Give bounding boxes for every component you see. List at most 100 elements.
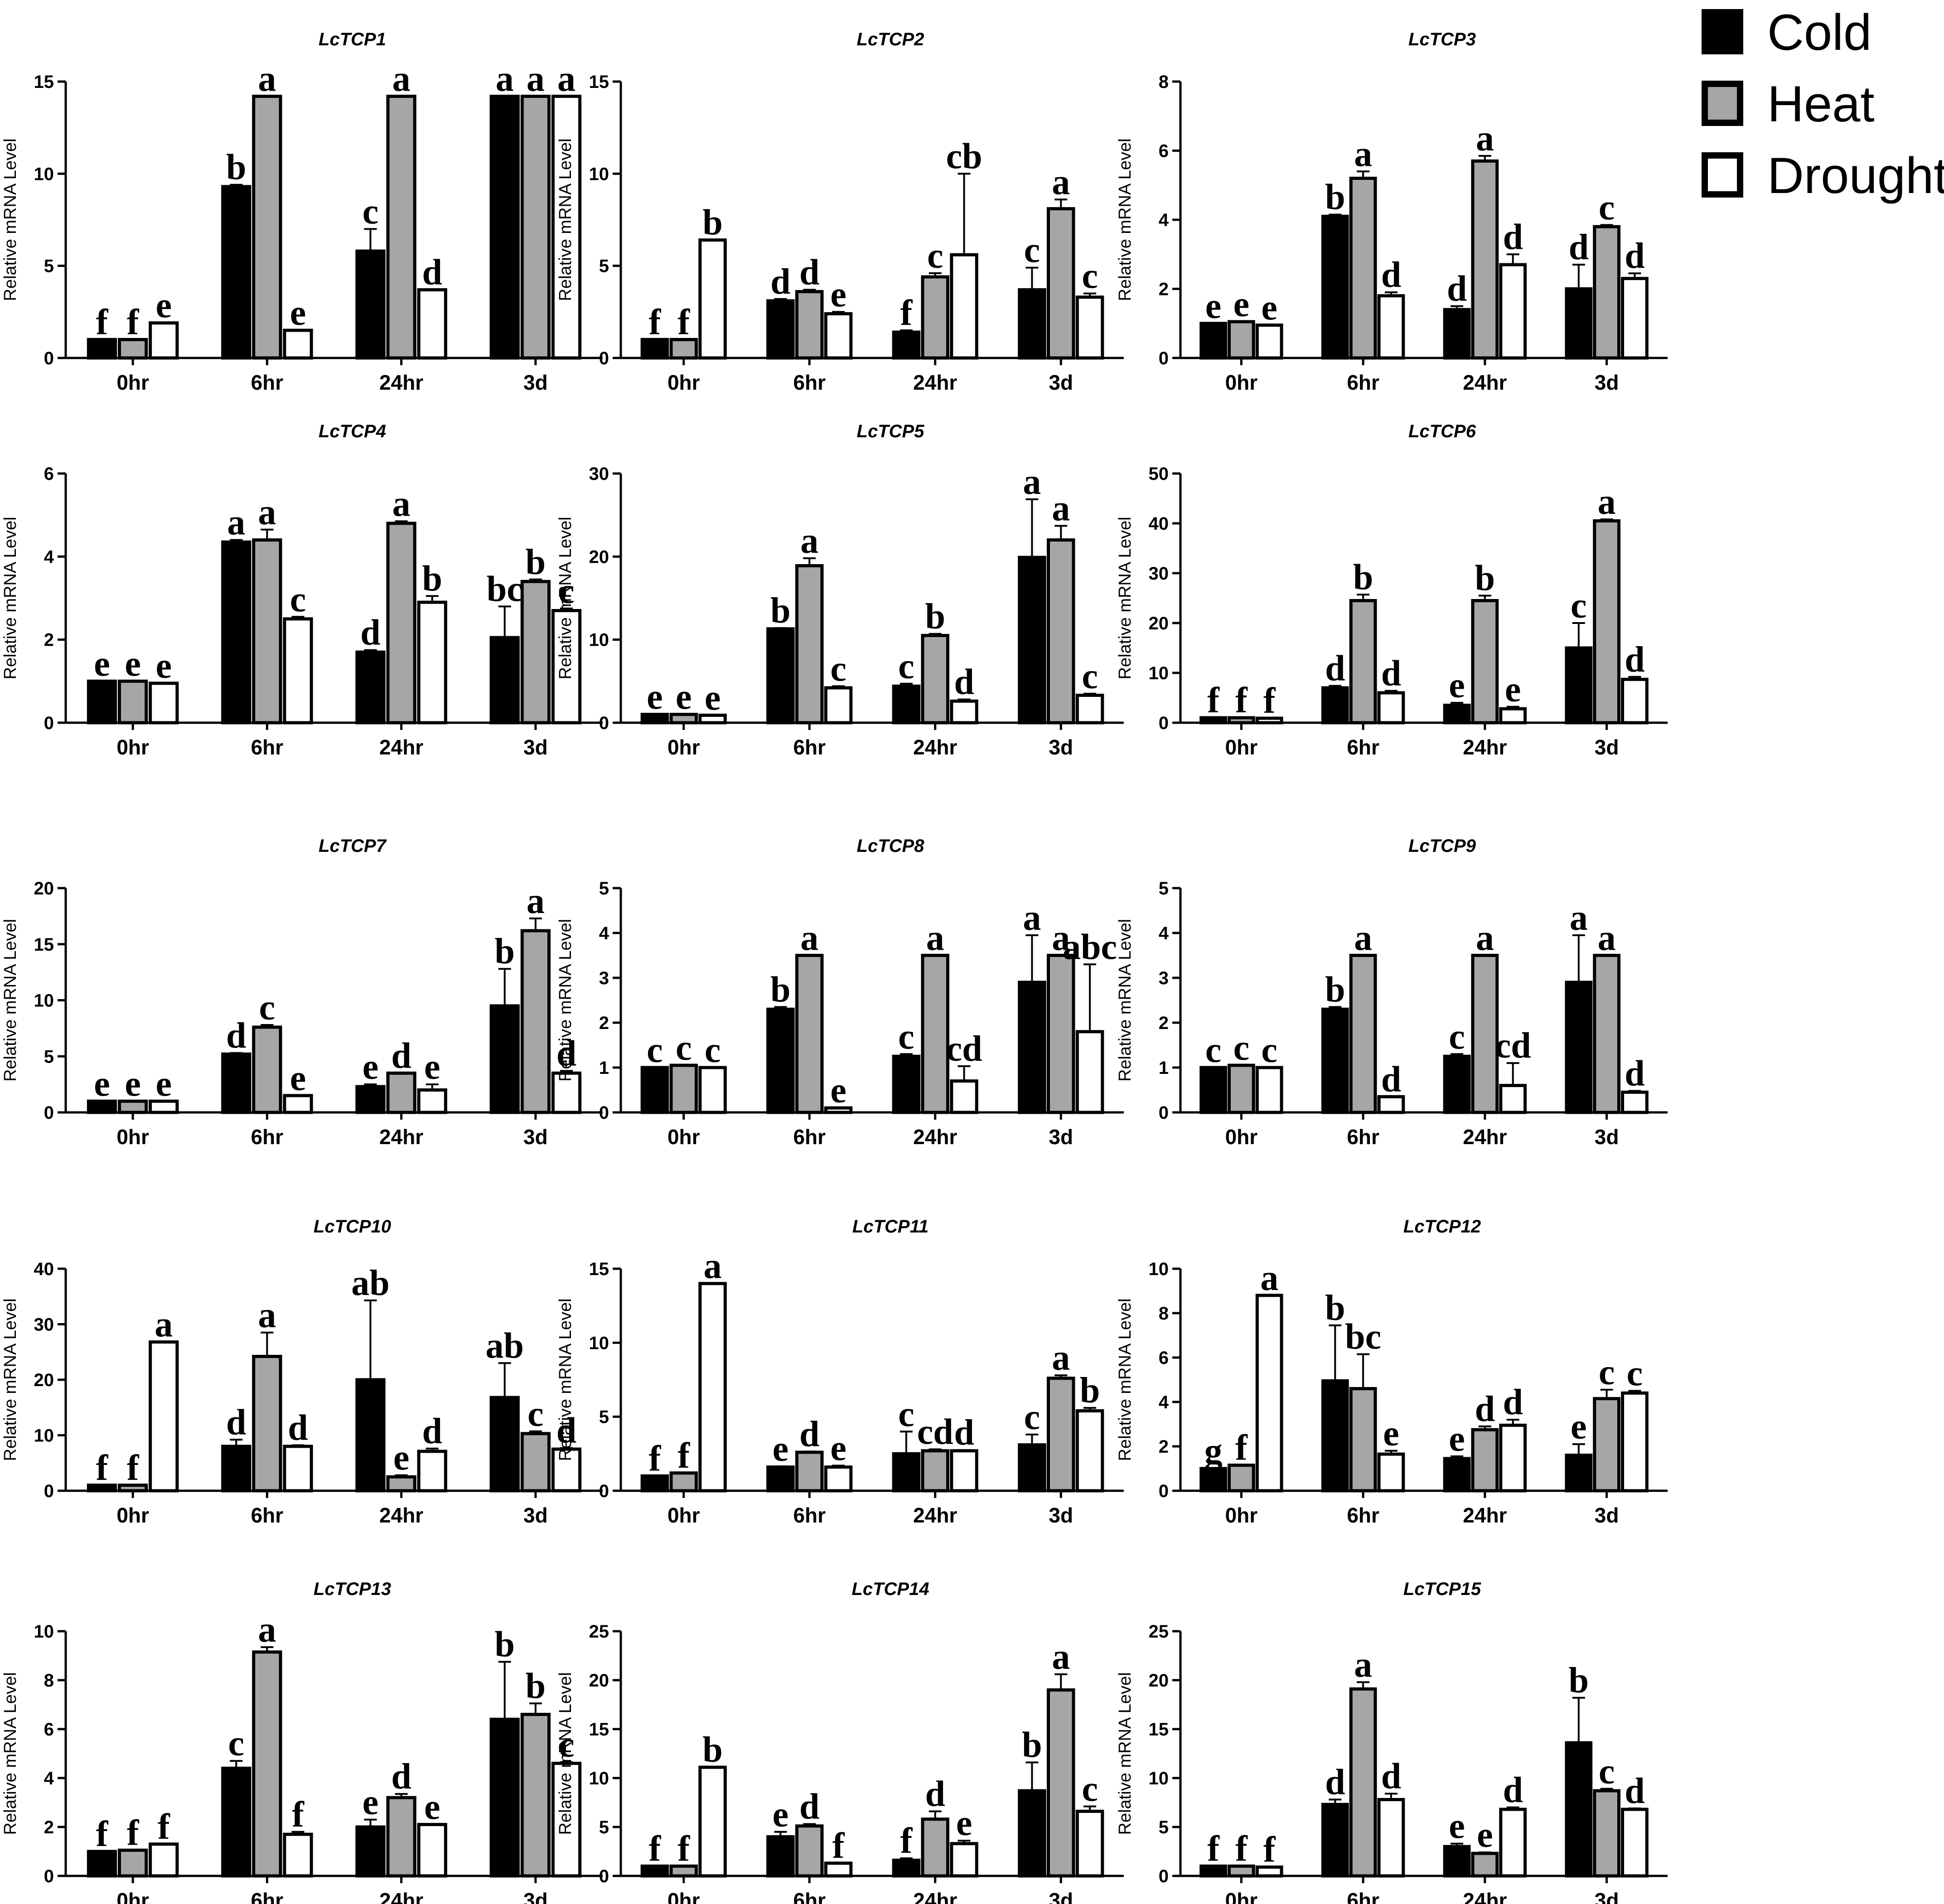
bar-heat (520, 929, 551, 1114)
significance-letter: c (363, 192, 379, 232)
x-tick-label: 6hr (1347, 735, 1379, 759)
y-tick-label: 0 (44, 1481, 54, 1501)
significance-letter: e (830, 1071, 846, 1111)
y-tick-label: 10 (34, 1426, 54, 1446)
significance-letter: b (1325, 970, 1345, 1010)
significance-letter: e (290, 293, 306, 333)
significance-letter: d (1625, 640, 1645, 680)
bar-heat (118, 1484, 148, 1493)
y-tick-label: 0 (1159, 1481, 1169, 1501)
y-tick-label: 5 (599, 256, 609, 276)
y-tick-label: 20 (1149, 1671, 1169, 1691)
significance-letter: d (954, 662, 974, 702)
y-tick-label: 25 (1149, 1622, 1169, 1642)
x-tick-label: 3d (1049, 1125, 1073, 1149)
significance-letter: e (956, 1803, 972, 1843)
bar-cold (892, 1054, 921, 1114)
significance-letter: c (1024, 1397, 1040, 1437)
bar-cold (1018, 1789, 1046, 1878)
y-tick-label: 0 (599, 1866, 609, 1886)
x-tick-label: 3d (523, 1889, 548, 1904)
bar-drought (824, 1106, 853, 1114)
bar-drought (1377, 691, 1405, 725)
x-tick-label: 6hr (251, 1503, 284, 1527)
y-axis-label: Relative mRNA Level (1116, 1298, 1135, 1461)
bar-cold (1199, 716, 1227, 725)
bar-cold (766, 627, 795, 725)
significance-letter: c (1599, 188, 1615, 227)
bar-drought (417, 1450, 447, 1493)
bar-heat (1047, 207, 1075, 360)
chart-title: LcTCP2 (857, 29, 924, 49)
significance-letter: d (422, 253, 443, 293)
x-tick-label: 3d (1595, 1503, 1619, 1527)
significance-letter: c (898, 1394, 914, 1434)
significance-letter: ab (351, 1263, 390, 1303)
x-tick-label: 0hr (667, 735, 700, 759)
bar-cold (489, 1004, 520, 1114)
bar-cold (640, 713, 669, 725)
bar-cold (489, 1717, 520, 1878)
significance-letter: a (800, 918, 818, 958)
x-tick-label: 6hr (251, 735, 284, 759)
y-axis-label: Relative mRNA Level (1116, 138, 1135, 301)
significance-letter: e (773, 1429, 789, 1469)
x-tick-label: 0hr (1225, 1125, 1258, 1149)
bar-drought (551, 1071, 582, 1114)
y-tick-label: 5 (1159, 1817, 1169, 1837)
significance-letter: b (1325, 1288, 1345, 1328)
bar-heat (795, 564, 824, 725)
bar-drought (1499, 1423, 1527, 1493)
significance-letter: f (292, 1795, 305, 1835)
y-tick-label: 10 (1149, 1259, 1169, 1279)
bar-cold (1443, 704, 1471, 725)
x-tick-label: 6hr (251, 371, 284, 394)
y-tick-label: 0 (1159, 1866, 1169, 1886)
significance-letter: c (558, 1725, 575, 1765)
x-tick-label: 6hr (793, 371, 826, 394)
bar-cold (1321, 1803, 1349, 1878)
y-tick-label: 40 (1149, 514, 1169, 534)
y-axis-label: Relative mRNA Level (1116, 1672, 1135, 1835)
x-tick-label: 0hr (116, 1889, 149, 1904)
significance-letter: a (1052, 489, 1070, 529)
significance-letter: f (1235, 1829, 1248, 1869)
bar-cold (1443, 1457, 1471, 1493)
x-tick-label: 24hr (379, 1503, 423, 1527)
bar-drought (283, 329, 313, 360)
bar-cold (87, 1484, 117, 1493)
y-tick-label: 2 (44, 630, 54, 650)
significance-letter: c (927, 236, 943, 276)
y-tick-label: 2 (44, 1817, 54, 1837)
bar-drought (1255, 1865, 1283, 1878)
bar-heat (1593, 1789, 1620, 1878)
significance-letter: e (1261, 288, 1277, 328)
significance-letter: f (1235, 681, 1248, 720)
bar-drought (1621, 1391, 1649, 1493)
significance-letter: e (830, 275, 846, 314)
bar-heat (118, 1099, 148, 1114)
y-tick-label: 50 (1149, 464, 1169, 484)
bar-drought (417, 600, 447, 725)
bar-heat (1593, 1397, 1620, 1493)
chart-title: LcTCP9 (1408, 836, 1476, 856)
bar-cold (640, 1066, 669, 1114)
significance-letter: d (288, 1408, 308, 1448)
y-tick-label: 0 (1159, 1103, 1169, 1123)
y-tick-label: 15 (34, 935, 54, 955)
y-tick-label: 8 (1159, 72, 1169, 92)
bar-drought (824, 686, 853, 725)
significance-letter: a (258, 59, 276, 99)
significance-letter: a (258, 493, 276, 532)
y-tick-label: 10 (589, 164, 609, 184)
x-tick-label: 0hr (116, 735, 149, 759)
significance-letter: c (1205, 1030, 1222, 1070)
y-tick-label: 25 (589, 1622, 609, 1642)
bar-cold (1565, 646, 1593, 725)
bar-heat (1349, 1687, 1377, 1878)
bar-cold (892, 1858, 921, 1878)
significance-letter: e (1505, 670, 1521, 710)
y-tick-label: 1 (599, 1058, 609, 1078)
